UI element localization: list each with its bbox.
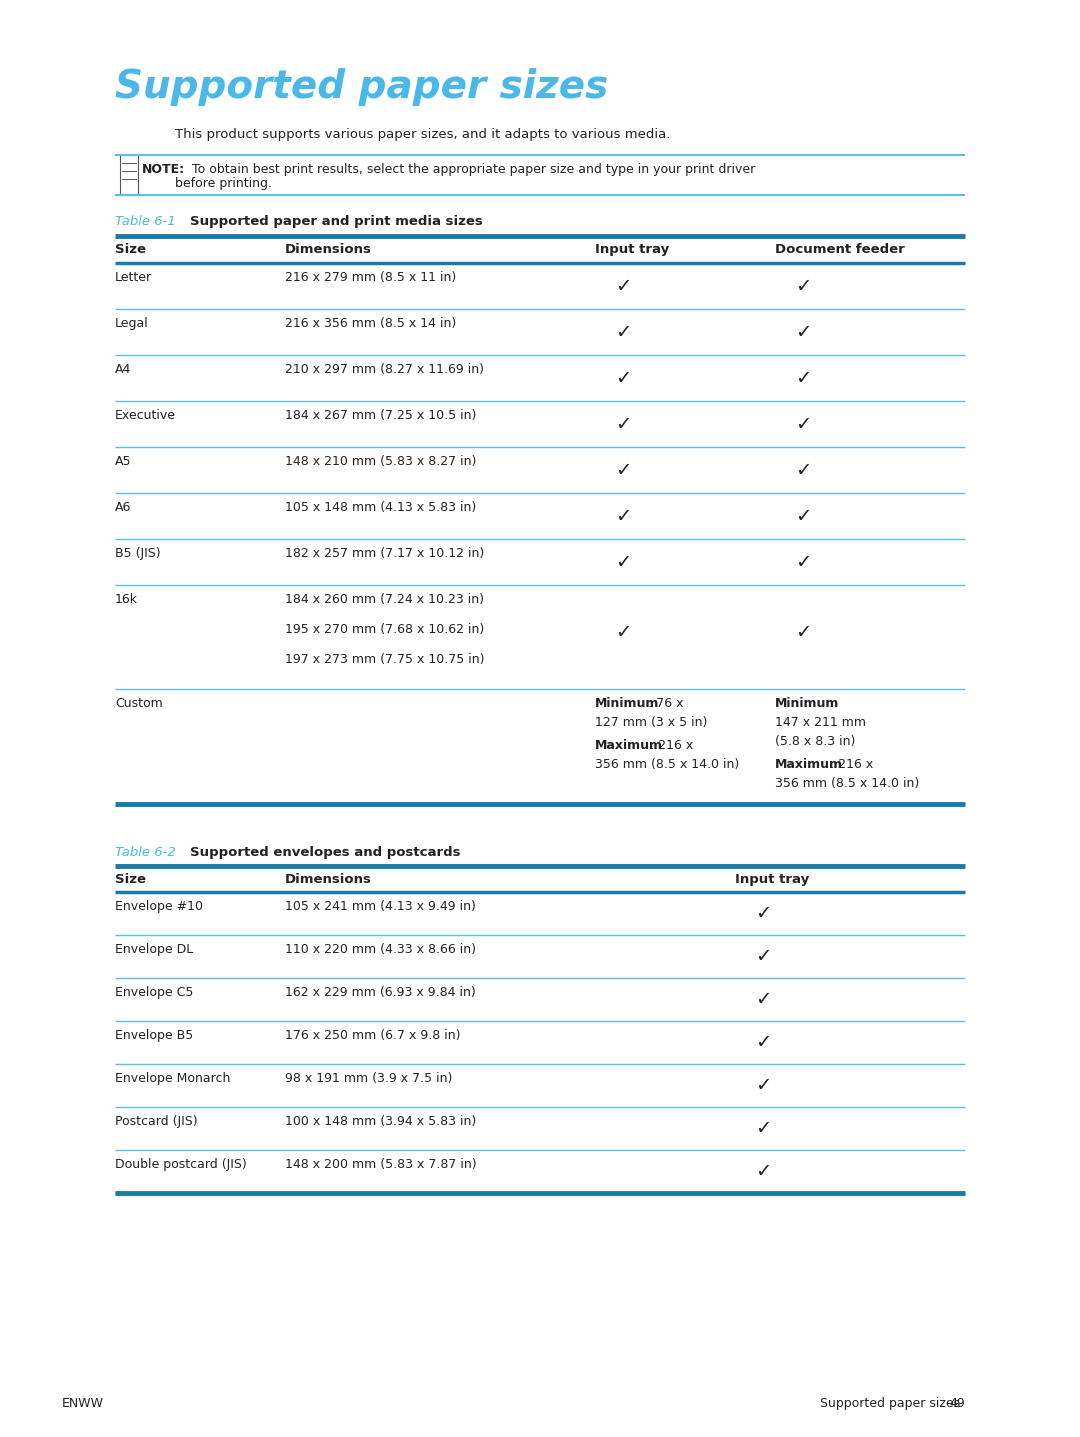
Text: :: : [828,697,833,710]
Text: Minimum: Minimum [775,697,839,710]
Text: ✓: ✓ [755,1163,771,1181]
Text: Minimum: Minimum [595,697,660,710]
Text: ✓: ✓ [615,414,631,434]
Text: 147 x 211 mm: 147 x 211 mm [775,716,866,729]
Text: ✓: ✓ [755,1119,771,1138]
Text: A5: A5 [114,456,132,468]
Text: 148 x 210 mm (5.83 x 8.27 in): 148 x 210 mm (5.83 x 8.27 in) [285,456,476,468]
Text: Input tray: Input tray [735,874,809,887]
Text: Document feeder: Document feeder [775,243,905,256]
Text: Supported paper sizes: Supported paper sizes [820,1397,960,1410]
Text: ✓: ✓ [795,368,811,388]
Text: 195 x 270 mm (7.68 x 10.62 in): 195 x 270 mm (7.68 x 10.62 in) [285,624,484,637]
Text: 105 x 241 mm (4.13 x 9.49 in): 105 x 241 mm (4.13 x 9.49 in) [285,900,476,912]
Text: : 216 x: : 216 x [831,757,874,772]
Text: 197 x 273 mm (7.75 x 10.75 in): 197 x 273 mm (7.75 x 10.75 in) [285,652,485,665]
Text: ✓: ✓ [755,1033,771,1052]
Text: Input tray: Input tray [595,243,670,256]
Text: ✓: ✓ [615,276,631,296]
Text: NOTE:: NOTE: [141,162,185,175]
Text: Size: Size [114,243,146,256]
Text: 127 mm (3 x 5 in): 127 mm (3 x 5 in) [595,716,707,729]
Text: A4: A4 [114,364,132,376]
Text: 184 x 260 mm (7.24 x 10.23 in): 184 x 260 mm (7.24 x 10.23 in) [285,593,484,606]
Text: ✓: ✓ [755,1076,771,1095]
Text: 356 mm (8.5 x 14.0 in): 356 mm (8.5 x 14.0 in) [775,777,919,790]
Text: A6: A6 [114,502,132,514]
Text: This product supports various paper sizes, and it adapts to various media.: This product supports various paper size… [175,128,671,141]
Text: 216 x 279 mm (8.5 x 11 in): 216 x 279 mm (8.5 x 11 in) [285,272,456,285]
Text: 184 x 267 mm (7.25 x 10.5 in): 184 x 267 mm (7.25 x 10.5 in) [285,410,476,422]
Text: ✓: ✓ [755,990,771,1009]
Text: ENWW: ENWW [62,1397,104,1410]
Text: Letter: Letter [114,272,152,285]
Text: (5.8 x 8.3 in): (5.8 x 8.3 in) [775,734,855,749]
Text: ✓: ✓ [755,947,771,966]
Text: ✓: ✓ [795,460,811,480]
Text: Envelope C5: Envelope C5 [114,986,193,999]
Text: Envelope DL: Envelope DL [114,943,193,956]
Text: Supported envelopes and postcards: Supported envelopes and postcards [190,846,460,859]
Text: ✓: ✓ [615,552,631,572]
Text: Envelope #10: Envelope #10 [114,900,203,912]
Text: Maximum: Maximum [595,739,663,752]
Text: ✓: ✓ [615,368,631,388]
Text: ✓: ✓ [795,414,811,434]
Text: Table 6-2: Table 6-2 [114,846,180,859]
Text: ✓: ✓ [615,506,631,526]
Text: ✓: ✓ [615,322,631,342]
Text: Postcard (JIS): Postcard (JIS) [114,1115,198,1128]
Text: 110 x 220 mm (4.33 x 8.66 in): 110 x 220 mm (4.33 x 8.66 in) [285,943,476,956]
Text: Maximum: Maximum [775,757,843,772]
Text: 210 x 297 mm (8.27 x 11.69 in): 210 x 297 mm (8.27 x 11.69 in) [285,364,484,376]
Text: Supported paper sizes: Supported paper sizes [114,68,608,106]
Text: 356 mm (8.5 x 14.0 in): 356 mm (8.5 x 14.0 in) [595,757,739,772]
Text: Legal: Legal [114,318,149,331]
Text: B5 (JIS): B5 (JIS) [114,547,161,560]
Text: 216 x 356 mm (8.5 x 14 in): 216 x 356 mm (8.5 x 14 in) [285,318,456,331]
Text: Envelope B5: Envelope B5 [114,1029,193,1042]
Text: Dimensions: Dimensions [285,874,372,887]
Text: 49: 49 [949,1397,966,1410]
Bar [120,155,138,195]
Text: ✓: ✓ [795,276,811,296]
Text: 100 x 148 mm (3.94 x 5.83 in): 100 x 148 mm (3.94 x 5.83 in) [285,1115,476,1128]
Text: Supported paper and print media sizes: Supported paper and print media sizes [190,216,483,228]
Text: ✓: ✓ [615,460,631,480]
Text: Envelope Monarch: Envelope Monarch [114,1072,230,1085]
Text: 148 x 200 mm (5.83 x 7.87 in): 148 x 200 mm (5.83 x 7.87 in) [285,1158,476,1171]
Text: Double postcard (JIS): Double postcard (JIS) [114,1158,246,1171]
Text: 16k: 16k [114,593,138,606]
Text: Size: Size [114,874,146,887]
Text: Dimensions: Dimensions [285,243,372,256]
Text: : 76 x: : 76 x [648,697,684,710]
Text: : 216 x: : 216 x [650,739,693,752]
Text: Custom: Custom [114,697,163,710]
Text: 176 x 250 mm (6.7 x 9.8 in): 176 x 250 mm (6.7 x 9.8 in) [285,1029,460,1042]
Text: ✓: ✓ [795,322,811,342]
Text: To obtain best print results, select the appropriate paper size and type in your: To obtain best print results, select the… [192,162,755,175]
Text: before printing.: before printing. [175,177,272,190]
Text: 162 x 229 mm (6.93 x 9.84 in): 162 x 229 mm (6.93 x 9.84 in) [285,986,476,999]
Text: 105 x 148 mm (4.13 x 5.83 in): 105 x 148 mm (4.13 x 5.83 in) [285,502,476,514]
Text: Table 6-1: Table 6-1 [114,216,180,228]
Text: ✓: ✓ [795,552,811,572]
Text: ✓: ✓ [615,624,631,642]
Text: 182 x 257 mm (7.17 x 10.12 in): 182 x 257 mm (7.17 x 10.12 in) [285,547,484,560]
Text: 98 x 191 mm (3.9 x 7.5 in): 98 x 191 mm (3.9 x 7.5 in) [285,1072,453,1085]
Text: ✓: ✓ [795,506,811,526]
Text: Executive: Executive [114,410,176,422]
Text: ✓: ✓ [755,904,771,923]
Text: ✓: ✓ [795,624,811,642]
